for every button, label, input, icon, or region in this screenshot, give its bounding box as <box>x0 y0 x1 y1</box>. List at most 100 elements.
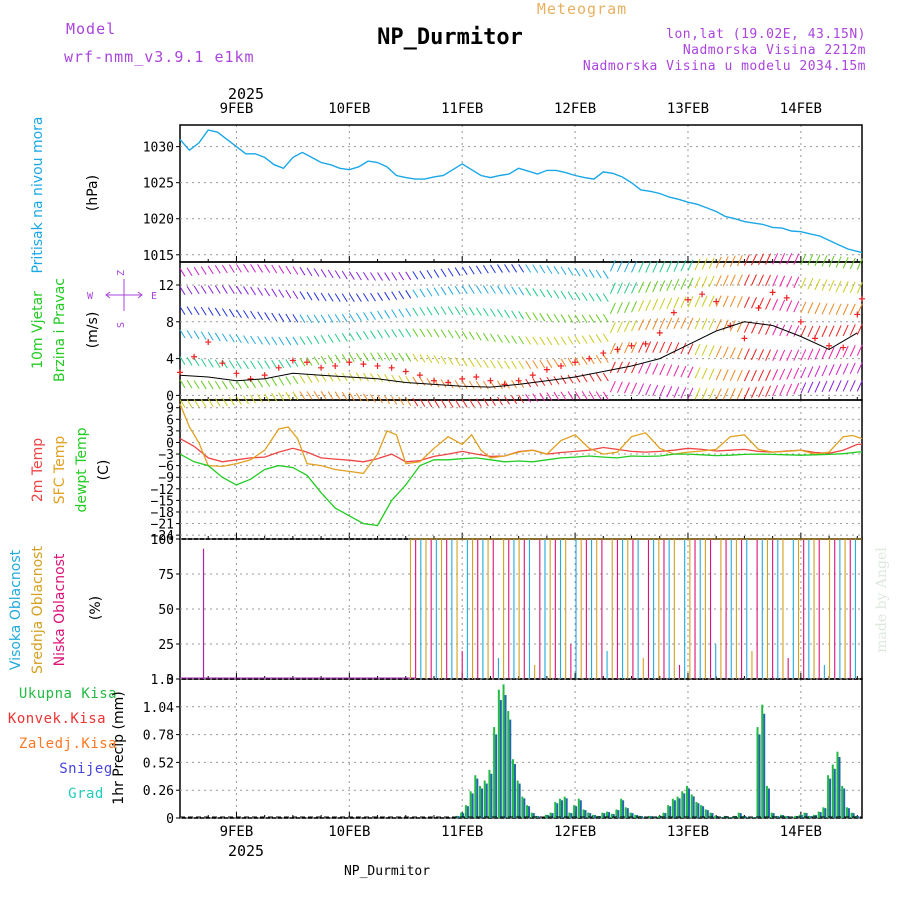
wind-barb <box>743 296 750 308</box>
x-tick-label-top: 14FEB <box>780 101 822 117</box>
wind-barb <box>207 265 214 275</box>
wind-barb <box>391 328 398 338</box>
wind-barb <box>482 380 489 390</box>
wind-barb <box>567 374 574 384</box>
y-tick-label: −6 <box>158 460 174 475</box>
precip-bar-total <box>521 796 524 818</box>
wind-barb <box>482 307 489 317</box>
wind-barb <box>645 362 652 375</box>
wind-barb <box>511 395 518 404</box>
wind-barb <box>306 335 313 345</box>
precip-bar-snow <box>626 808 629 818</box>
precip-bar-snow <box>579 800 582 818</box>
wind-barb <box>849 324 856 336</box>
wind-barb <box>631 362 637 374</box>
wind-barb <box>454 267 461 276</box>
wind-barb <box>299 266 306 276</box>
precip-bar-snow <box>838 757 841 818</box>
precip-bar-total <box>831 764 834 818</box>
precip-bar-snow <box>603 813 606 818</box>
wind-barb <box>751 274 757 286</box>
wind-barb <box>370 292 376 302</box>
y-axis-label: 10m Vjetar <box>30 291 46 369</box>
wind-barb <box>743 254 750 266</box>
wind-barb <box>525 264 532 273</box>
precip-bar-total <box>573 805 576 818</box>
wind-barb <box>722 295 729 307</box>
wind-barb <box>560 375 567 384</box>
wind-barb <box>772 324 779 336</box>
wind-barb <box>624 361 630 374</box>
wind-barb <box>722 256 729 268</box>
wind-barb <box>701 367 708 380</box>
wind-barb <box>221 359 228 369</box>
wind-barb <box>652 384 659 397</box>
wind-barb <box>659 363 666 376</box>
wind-barb <box>772 298 779 311</box>
wind-barb <box>200 398 207 408</box>
wind-barb <box>405 271 412 281</box>
wind-barb <box>250 286 256 296</box>
wind-barb <box>680 317 687 329</box>
wind-barb <box>461 285 468 295</box>
wind-barb <box>461 399 468 408</box>
wind-barb <box>327 293 334 302</box>
precip-bar-snow <box>513 763 516 818</box>
precip-bar-snow <box>617 810 620 818</box>
wind-barb <box>786 253 793 265</box>
precip-bar-total <box>502 684 505 818</box>
wind-barb <box>546 359 553 368</box>
wind-barb <box>313 268 320 277</box>
wind-barb <box>377 292 383 301</box>
gust-marker <box>430 377 437 384</box>
wind-barb <box>609 260 616 272</box>
year-top: 2025 <box>228 85 264 103</box>
y-tick-label: 8 <box>166 316 174 331</box>
wind-barb <box>743 321 750 333</box>
wind-barb <box>751 369 757 382</box>
y-axis-unit: (%) <box>88 596 104 620</box>
gust-marker <box>557 362 564 369</box>
wind-barb <box>624 301 630 313</box>
wind-barb <box>348 293 355 302</box>
gust-marker <box>529 372 536 379</box>
wind-barb <box>236 360 242 370</box>
y-tick-label: 1.04 <box>143 701 174 716</box>
wind-barb <box>849 345 856 357</box>
wind-barb <box>440 399 447 408</box>
precip-bar-snow <box>730 817 733 818</box>
precip-bar-snow <box>523 798 526 818</box>
wind-barb <box>482 264 489 274</box>
wind-barb <box>341 333 348 342</box>
wind-barb <box>638 261 645 273</box>
wind-barb <box>743 369 750 382</box>
wind-barb <box>814 381 821 393</box>
legend-entry: Snijeg <box>59 761 113 777</box>
precip-bar-snow <box>551 813 554 818</box>
wind-barb <box>461 266 468 276</box>
dewpt-temp-line <box>179 451 863 527</box>
wind-barb <box>680 278 687 290</box>
wind-barb <box>616 342 623 354</box>
wind-barb <box>327 391 334 400</box>
precip-bar-snow <box>565 798 568 818</box>
wind-barb <box>666 317 673 330</box>
pressure-line <box>179 129 863 254</box>
wind-barb <box>454 330 461 339</box>
wind-barb <box>835 256 842 268</box>
wind-barb <box>701 295 708 307</box>
wind-barb <box>200 306 207 316</box>
wind-barb <box>518 311 525 320</box>
wind-barb <box>320 268 327 278</box>
wind-barb <box>504 396 510 405</box>
wind-barb <box>370 373 376 382</box>
wind-barb <box>257 378 264 388</box>
footer-label: NP_Durmitor <box>344 864 430 879</box>
wind-barb <box>327 269 334 279</box>
wind-barb <box>186 380 193 389</box>
wind-barb <box>221 380 228 390</box>
y-tick-label: 0.52 <box>143 756 174 771</box>
precip-bar-total <box>756 727 759 818</box>
x-tick-label-bottom: 14FEB <box>780 824 822 840</box>
wind-barb <box>228 285 235 295</box>
